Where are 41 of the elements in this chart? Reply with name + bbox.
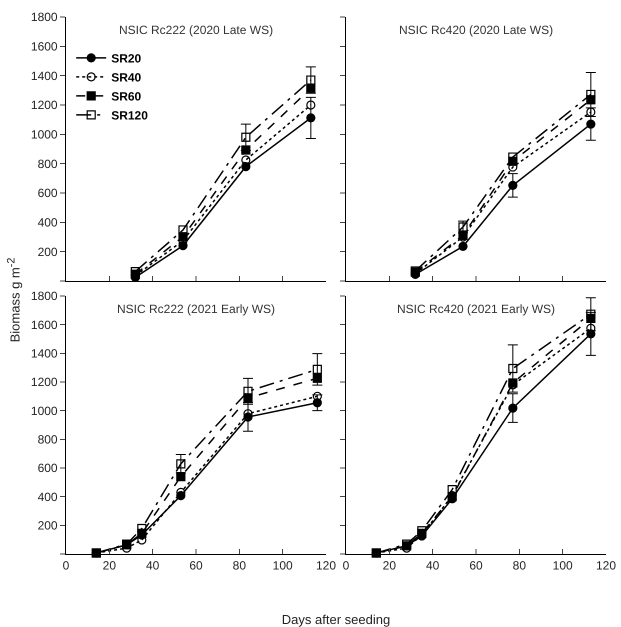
y-tick-label: 1800: [30, 289, 58, 304]
text: NSIC Rc420 (2020 Late WS): [399, 23, 554, 37]
x-tick-label: 120: [316, 558, 336, 572]
legend-label: SR120: [111, 108, 148, 123]
y-tick-label: 200: [38, 244, 58, 259]
x-tick-label: 100: [552, 558, 573, 572]
x-tick-label: 60: [189, 558, 203, 572]
x-tick-label: 80: [232, 558, 246, 572]
legend-label: SR40: [111, 70, 142, 85]
y-tick-label: 800: [38, 156, 58, 171]
y-tick-label: 1800: [30, 10, 58, 24]
y-tick-label: 400: [38, 490, 58, 504]
y-tick-label: 1000: [30, 404, 58, 418]
x-axis-title: Days after seeding: [282, 612, 390, 627]
y-tick-label: 1000: [30, 128, 58, 142]
y-tick-label: 1200: [30, 98, 58, 112]
x-tick-label: 120: [596, 558, 616, 572]
text: NSIC Rc222 (2021 Early WS): [117, 302, 276, 316]
y-tick-label: 1600: [30, 40, 58, 54]
y-tick-label: 400: [38, 216, 58, 230]
x-tick-label: 20: [382, 558, 396, 572]
y-tick-label: 1600: [30, 318, 58, 332]
legend-label: SR60: [111, 90, 142, 104]
y-tick-label: 800: [38, 432, 58, 447]
x-tick-label: 80: [512, 558, 526, 572]
y-tick-label: 1400: [30, 68, 58, 83]
x-tick-label: 40: [146, 558, 160, 572]
y-tick-label: 1400: [30, 346, 58, 361]
legend-label: SR20: [111, 52, 142, 66]
x-tick-label: 20: [102, 558, 116, 572]
y-tick-label: 600: [38, 461, 58, 476]
x-tick-label: 60: [469, 558, 483, 572]
y-tick-label: 600: [38, 186, 58, 200]
x-tick-label: 0: [342, 558, 350, 572]
text: NSIC Rc420 (2021 Early WS): [397, 302, 556, 316]
y-tick-label: 200: [38, 518, 58, 533]
text: NSIC Rc222 (2020 Late WS): [119, 23, 274, 37]
x-tick-label: 0: [62, 558, 70, 572]
y-tick-label: 1200: [30, 375, 58, 390]
x-tick-label: 40: [426, 558, 440, 572]
x-tick-label: 100: [272, 558, 293, 572]
